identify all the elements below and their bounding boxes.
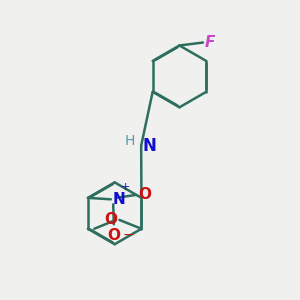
Text: O: O bbox=[107, 228, 120, 243]
Text: F: F bbox=[205, 35, 215, 50]
Text: O: O bbox=[138, 188, 151, 202]
Text: N: N bbox=[112, 192, 125, 207]
Text: O: O bbox=[104, 212, 117, 227]
Text: +: + bbox=[121, 182, 130, 192]
Text: H: H bbox=[125, 134, 135, 148]
Text: −: − bbox=[122, 228, 134, 242]
Text: N: N bbox=[142, 136, 157, 154]
